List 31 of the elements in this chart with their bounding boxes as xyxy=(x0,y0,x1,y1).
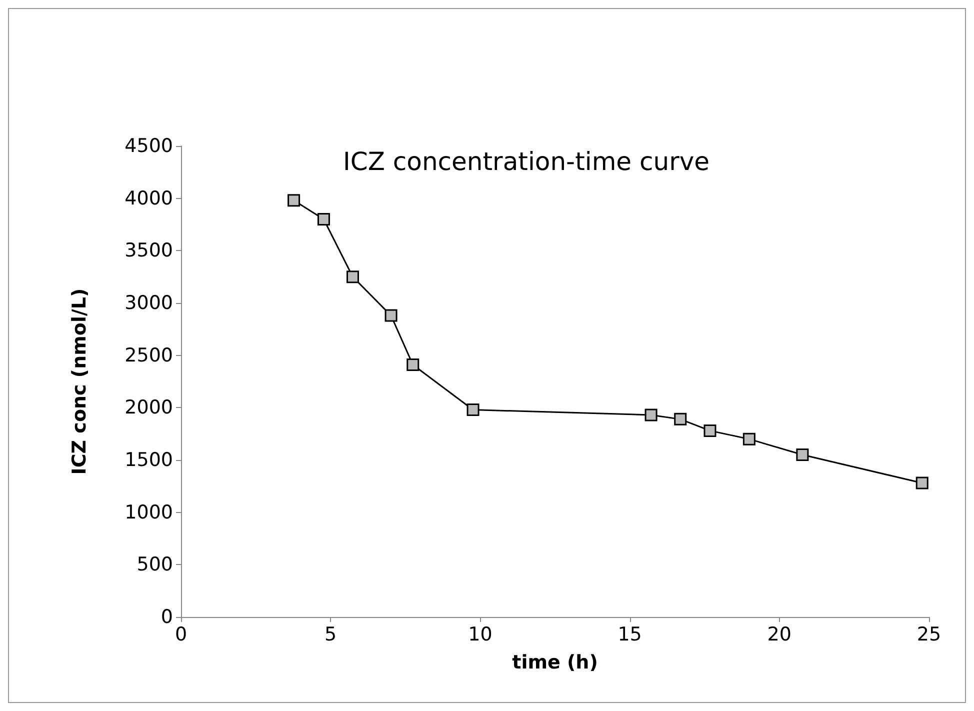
y-tick-label: 4500 xyxy=(124,135,173,157)
point xyxy=(644,408,658,422)
point xyxy=(796,448,809,462)
x-tick-label: 5 xyxy=(324,624,337,646)
point xyxy=(742,432,756,446)
x-tick-label: 10 xyxy=(468,624,492,646)
y-tick-label: 0 xyxy=(160,606,173,628)
point xyxy=(466,404,480,416)
y-tick-label: 500 xyxy=(136,554,173,576)
x-tick-label: 25 xyxy=(916,624,942,646)
y-tick-label: 3000 xyxy=(124,292,173,314)
x-tick-label: 0 xyxy=(174,624,188,646)
point xyxy=(406,358,420,372)
y-tick-label: 3500 xyxy=(124,240,173,262)
chart-title: ICZ concentration-time curve xyxy=(343,147,710,176)
point xyxy=(384,309,398,322)
y-axis-title: ICZ conc (nmol/L) xyxy=(68,288,90,475)
x-axis-title: time (h) xyxy=(512,652,598,674)
point xyxy=(288,194,300,207)
point xyxy=(674,412,687,426)
point xyxy=(704,424,716,437)
point xyxy=(916,476,928,490)
y-tick-label: 1000 xyxy=(124,501,173,524)
y-tick-label: 2000 xyxy=(124,396,173,419)
y-tick-label: 2500 xyxy=(124,344,173,366)
y-tick-label: 4000 xyxy=(124,187,173,210)
point xyxy=(346,270,359,284)
x-tick-label: 20 xyxy=(767,624,792,646)
y-tick-label: 1500 xyxy=(124,449,173,471)
point xyxy=(317,213,330,226)
x-tick-label: 15 xyxy=(618,624,642,646)
